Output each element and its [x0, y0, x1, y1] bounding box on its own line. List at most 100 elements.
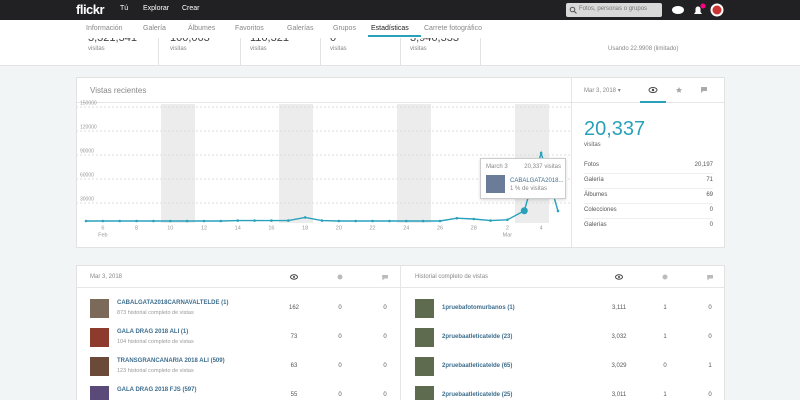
photo-subtitle: 104 historial completo de vistas	[117, 339, 194, 345]
summary-value: 0	[330, 38, 337, 44]
column-icons	[290, 274, 713, 281]
icon-star	[337, 274, 343, 280]
nav-icons[interactable]	[670, 2, 730, 18]
photo-title[interactable]: 2pruebaatleticatelde (23)	[442, 334, 513, 340]
search-box[interactable]: Fotos, personas o grupos	[566, 3, 662, 17]
summary-value: 100,063	[170, 38, 210, 44]
summary-label: visitas	[250, 46, 267, 52]
tooltip-views: 20,337 visitas	[524, 164, 561, 170]
summary-value: 3,321,341	[88, 38, 137, 44]
count: 0	[708, 392, 712, 398]
thumbnail[interactable]	[90, 386, 109, 400]
summary-label: visitas	[330, 46, 347, 52]
icon-eye	[290, 274, 298, 280]
summary-value: 3,946,333	[410, 38, 459, 44]
divider	[400, 266, 401, 400]
tab[interactable]: Estadísticas	[371, 25, 409, 32]
summary-label: visitas	[410, 46, 427, 52]
icon-eye	[615, 274, 623, 280]
tab[interactable]: Grupos	[333, 25, 356, 32]
tab[interactable]: Álbumes	[188, 25, 216, 32]
date: Mar 3, 2018	[584, 88, 617, 94]
tooltip-date: March 3	[486, 164, 508, 170]
divider	[571, 78, 572, 247]
top-photos-panel: Mar 3, 2018 Historial completo de vistas…	[76, 265, 725, 400]
tab[interactable]: Galerías	[287, 25, 314, 32]
top-nav: flickr Fotos, personas o grupos Tú Explor…	[0, 0, 800, 20]
divider	[584, 218, 713, 219]
tab[interactable]: Carrete fotográfico	[424, 25, 482, 32]
icon-star	[662, 274, 668, 280]
logo[interactable]: flickr	[76, 2, 105, 17]
photo-title[interactable]: 2pruebaatleticatelde (65)	[442, 363, 513, 369]
stat-label: Álbumes	[584, 192, 608, 198]
summary-value: 116,321	[250, 38, 289, 44]
count: 0	[708, 334, 712, 340]
count: 0	[338, 334, 342, 340]
tab[interactable]: Información	[86, 25, 123, 32]
count: 3,032	[611, 334, 627, 340]
thumbnail[interactable]	[415, 328, 434, 347]
tab-underline	[368, 35, 421, 37]
stat-label: Colecciones	[584, 207, 617, 213]
thumbnail[interactable]	[415, 357, 434, 376]
divider	[480, 38, 481, 65]
count: 0	[338, 305, 342, 311]
thumbnail[interactable]	[415, 386, 434, 400]
thumbnail[interactable]	[90, 328, 109, 347]
tab[interactable]: Galería	[143, 25, 166, 32]
thumbnail[interactable]	[90, 299, 109, 318]
count: 55	[290, 392, 298, 398]
nav-link[interactable]: Tú	[120, 5, 129, 12]
eye	[290, 274, 298, 280]
metric-tabs[interactable]	[637, 82, 724, 103]
count: 0	[383, 392, 387, 398]
photo-title[interactable]: CABALGATA2018CARNAVALTELDE (1)	[117, 300, 229, 306]
divider	[400, 38, 401, 65]
stat-label: Galerías	[584, 222, 607, 228]
nav-link[interactable]: Crear	[182, 5, 200, 12]
tooltip-share: 1 % de visitas	[510, 186, 548, 192]
pupil	[618, 276, 620, 278]
tooltip-photo[interactable]: CABALGATA2018...	[510, 178, 564, 184]
nav-link[interactable]: Explorar	[143, 5, 170, 12]
count: 63	[290, 363, 298, 369]
day-views: 20,337	[584, 118, 646, 140]
count: 1	[663, 305, 667, 311]
photo-title[interactable]: TRANSGRANCANARIA 2018 ALI (509)	[117, 358, 225, 364]
date-picker[interactable]: Mar 3, 2018 ▾	[584, 88, 621, 94]
count: 3,111	[611, 305, 627, 311]
thumbnail	[486, 175, 505, 193]
summary-label: visitas	[88, 46, 105, 52]
top-all-header: Historial completo de vistas	[415, 274, 489, 280]
count: 1	[708, 363, 712, 369]
photo-title[interactable]: 2pruebaatleticatelde (25)	[442, 392, 513, 398]
photo-title[interactable]: GALA DRAG 2018 ALI (1)	[117, 329, 189, 335]
thumbnail[interactable]	[415, 299, 434, 318]
divider	[77, 102, 724, 103]
comment	[707, 275, 713, 281]
day-views-label: visitas	[584, 142, 601, 148]
pupil	[293, 276, 295, 278]
chart-panel: Vistas recientes Mar 3, 2018 ▾ 20,337 vi…	[76, 77, 725, 248]
top-day-date: Mar 3, 2018	[90, 274, 123, 280]
count: 0	[383, 305, 387, 311]
divider	[240, 38, 241, 65]
icon-comment	[707, 275, 713, 281]
stat-value: 71	[706, 177, 713, 183]
stat-value: 20,197	[694, 162, 713, 168]
photo-title[interactable]: 1pruebafotomurbanos (1)	[442, 305, 515, 311]
thumbnail[interactable]	[90, 357, 109, 376]
divider	[584, 203, 713, 204]
stat-value: 69	[706, 192, 713, 198]
tooltip: March 3 20,337 visitas CABALGATA2018... …	[480, 158, 566, 199]
count: 162	[288, 305, 299, 311]
tab[interactable]: Favoritos	[235, 25, 264, 32]
chart-title: Vistas recientes	[90, 86, 147, 95]
count: 3,011	[611, 392, 627, 398]
usage: Usando 22.9908 (limitado)	[608, 46, 679, 52]
count: 0	[383, 334, 387, 340]
photo-title[interactable]: GALA DRAG 2018 FJS (597)	[117, 387, 197, 393]
photo-subtitle: 873 historial completo de vistas	[117, 310, 194, 316]
